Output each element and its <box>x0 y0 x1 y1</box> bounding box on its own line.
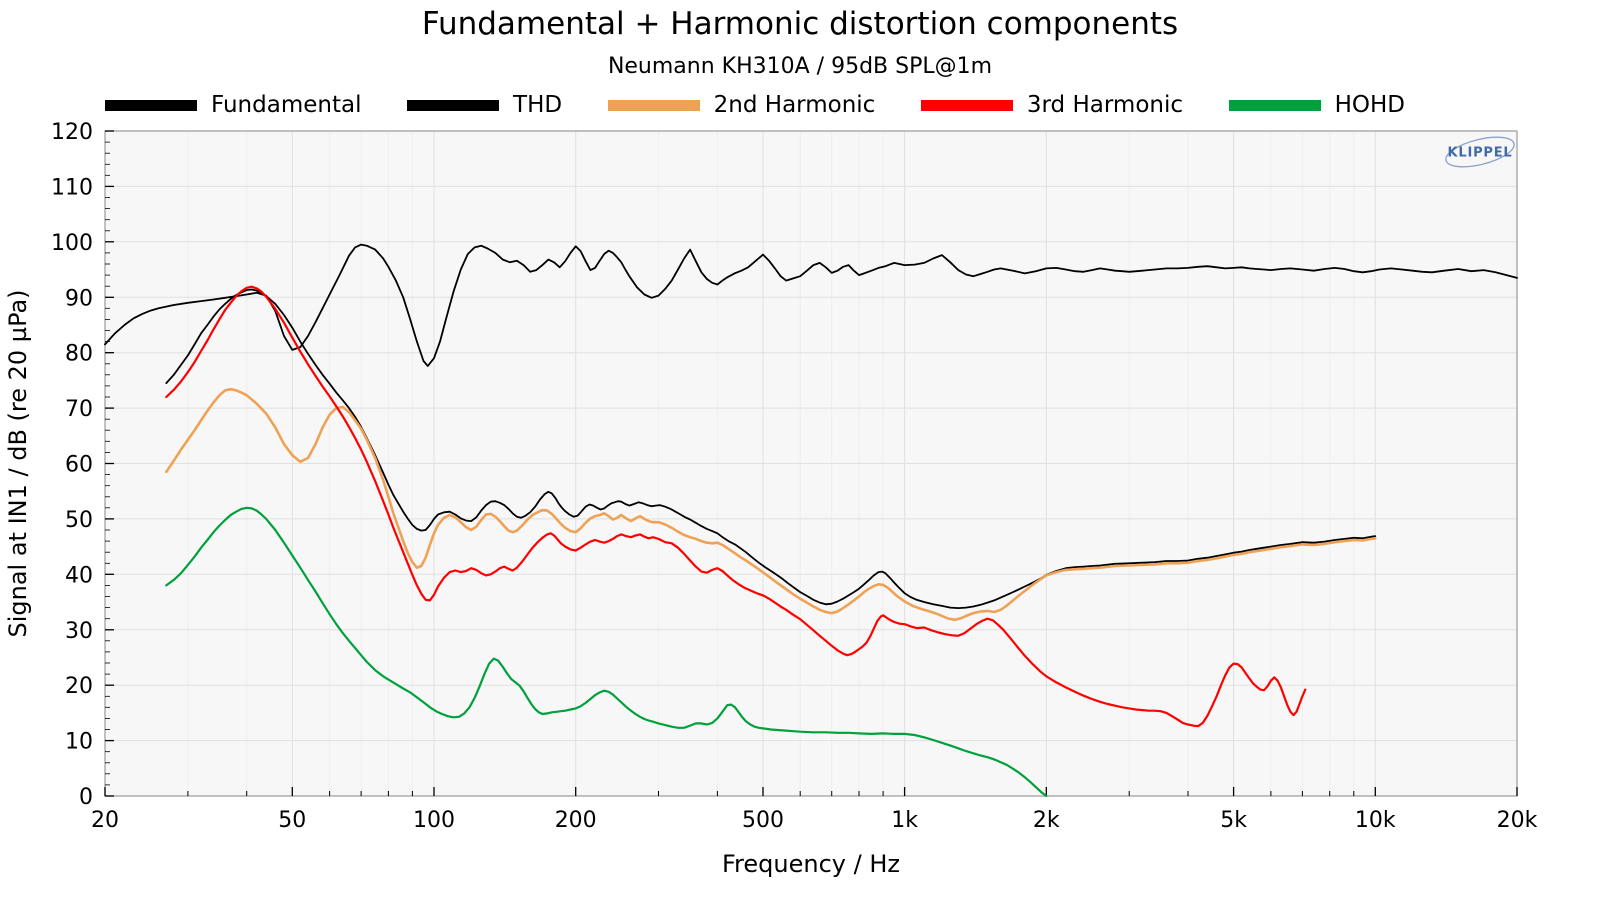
legend-swatch-2nd-harmonic <box>607 99 700 111</box>
y-tick-label: 120 <box>51 120 93 145</box>
legend-label: THD <box>513 92 563 118</box>
y-tick-label: 30 <box>65 619 93 644</box>
legend-item-fundamental: Fundamental <box>105 92 361 118</box>
x-tick-label: 500 <box>742 808 784 833</box>
y-tick-label: 10 <box>65 730 93 755</box>
y-tick-label: 100 <box>51 231 93 256</box>
legend-label: HOHD <box>1334 92 1405 118</box>
series-3rd-harmonic <box>165 285 1307 728</box>
legend-label: 3rd Harmonic <box>1026 92 1184 118</box>
x-tick-label: 1k <box>891 808 918 833</box>
chart-title: Fundamental + Harmonic distortion compon… <box>421 6 1179 42</box>
legend-swatch-thd <box>407 99 500 111</box>
legend-swatch-hohd <box>1228 99 1321 111</box>
series-hohd <box>165 506 1048 798</box>
legend-item-thd: THD <box>407 92 562 118</box>
legend-swatch-3rd-harmonic <box>920 99 1013 111</box>
legend-item-3rd-harmonic: 3rd Harmonic <box>920 92 1184 118</box>
x-tick-label: 20 <box>91 808 119 833</box>
x-tick-label: 100 <box>413 808 455 833</box>
chart-subtitle: Neumann KH310A / 95dB SPL@1m <box>607 54 993 79</box>
y-tick-label: 0 <box>79 785 93 810</box>
legend-swatch-fundamental <box>105 99 197 111</box>
y-tick-label: 110 <box>51 175 93 200</box>
x-tick-label: 200 <box>555 808 597 833</box>
legend-item-hohd: HOHD <box>1228 92 1405 118</box>
y-axis-label: Signal at IN1 / dB (re 20 µPa) <box>4 289 32 637</box>
x-tick-label: 20k <box>1497 808 1538 833</box>
legend-label: Fundamental <box>211 92 362 118</box>
x-axis-label: Frequency / Hz <box>722 850 900 878</box>
x-tick-label: 50 <box>278 808 306 833</box>
x-tick-label: 10k <box>1355 808 1396 833</box>
y-tick-label: 60 <box>65 453 93 478</box>
y-tick-label: 20 <box>65 674 93 699</box>
y-tick-label: 90 <box>65 286 93 311</box>
y-tick-label: 70 <box>65 397 93 422</box>
x-tick-label: 5k <box>1220 808 1247 833</box>
klippel-logo-text: KLIPPEL <box>1447 146 1512 161</box>
series-2nd-harmonic <box>165 387 1377 622</box>
y-tick-label: 40 <box>65 563 93 588</box>
legend-label: 2nd Harmonic <box>713 92 876 118</box>
legend-item-2nd-harmonic: 2nd Harmonic <box>607 92 876 118</box>
series-fundamental <box>104 243 1518 367</box>
y-tick-label: 80 <box>65 342 93 367</box>
x-tick-label: 2k <box>1033 808 1060 833</box>
klippel-logo: KLIPPEL <box>1445 136 1515 168</box>
legend: Fundamental THD 2nd Harmonic 3rd Harmonic HO… <box>105 92 1405 118</box>
y-tick-label: 50 <box>65 508 93 533</box>
